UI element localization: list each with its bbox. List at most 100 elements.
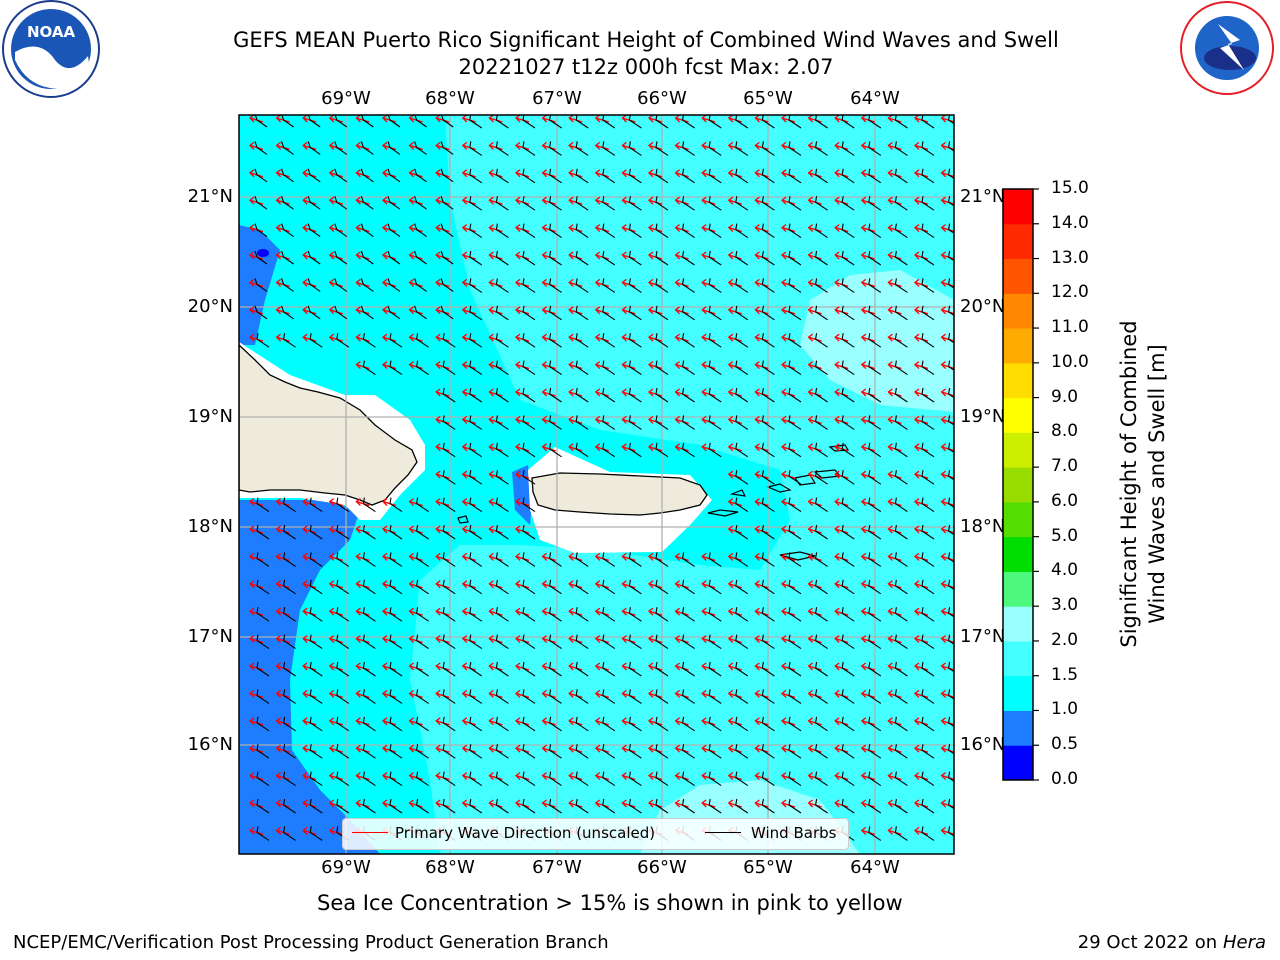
vector-mark	[887, 497, 908, 513]
footer-host: Hera	[1222, 932, 1266, 953]
vector-mark	[807, 661, 828, 677]
vector-mark	[834, 661, 855, 677]
vector-mark	[940, 634, 954, 645]
vector-mark	[674, 168, 695, 184]
vector-mark	[887, 223, 908, 239]
vector-mark	[275, 552, 296, 567]
vector-mark	[834, 387, 855, 403]
vector-mark	[781, 333, 802, 348]
vector-mark	[727, 415, 749, 430]
vector-mark	[940, 360, 954, 371]
lon-label-top: 66°W	[637, 88, 687, 109]
vector-mark	[568, 360, 589, 376]
vector-mark	[648, 250, 669, 266]
vector-mark	[302, 141, 321, 155]
vector-mark	[594, 415, 616, 430]
vector-mark	[807, 634, 828, 650]
vector-mark	[940, 661, 954, 673]
vector-mark	[754, 771, 775, 787]
vector-mark	[648, 141, 669, 156]
vector-mark	[408, 333, 429, 348]
vector-mark	[914, 716, 935, 732]
vector-mark	[541, 115, 562, 129]
vector-mark	[568, 305, 589, 321]
vector-mark	[328, 168, 348, 183]
vector-mark	[541, 305, 562, 321]
vector-mark	[594, 689, 616, 704]
vector-mark	[621, 250, 642, 266]
vector-mark	[781, 470, 802, 485]
colorbar-tick-label: 9.0	[1051, 386, 1079, 407]
vector-mark	[275, 771, 296, 787]
vector-mark	[807, 360, 828, 376]
vector-mark	[435, 168, 454, 183]
vector-mark	[275, 524, 296, 540]
vector-mark	[781, 552, 802, 567]
vector-mark	[541, 333, 562, 348]
vector-mark	[275, 333, 296, 348]
vector-mark	[807, 716, 828, 732]
vector-mark	[781, 250, 802, 266]
vector-mark	[382, 168, 401, 183]
vector-mark	[621, 168, 642, 184]
vector-mark	[914, 771, 935, 787]
vector-mark	[594, 387, 616, 403]
vector-mark	[781, 141, 802, 156]
vector-mark	[860, 716, 882, 732]
vector-mark	[754, 196, 775, 211]
vector-mark	[594, 141, 616, 156]
vector-mark	[781, 744, 802, 759]
vector-mark	[621, 798, 642, 814]
vector-mark	[781, 524, 802, 540]
vector-mark	[674, 333, 695, 348]
vector-mark	[435, 661, 456, 677]
colorbar-tick-label: 10.0	[1051, 351, 1089, 372]
vector-mark	[648, 223, 669, 239]
vector-mark	[754, 141, 775, 156]
vector-mark	[621, 333, 642, 348]
vector-mark	[781, 415, 802, 430]
vector-mark	[648, 798, 669, 814]
vector-mark	[860, 387, 882, 403]
vector-mark	[727, 744, 749, 759]
colorbar-segment	[1003, 710, 1033, 746]
vector-mark	[701, 798, 722, 814]
vector-mark	[940, 607, 954, 618]
vector-mark	[515, 744, 536, 759]
vector-mark	[834, 305, 855, 321]
vector-mark	[355, 689, 376, 704]
vector-mark	[488, 223, 509, 239]
vector-mark	[674, 552, 695, 567]
vector-mark	[275, 634, 296, 650]
vector-mark	[621, 360, 642, 376]
vector-mark	[275, 826, 296, 841]
vector-mark	[834, 115, 855, 129]
vector-mark	[621, 442, 642, 458]
vector-mark	[621, 278, 642, 293]
vector-mark	[701, 771, 722, 787]
vector-mark	[727, 278, 749, 293]
colorbar-segment	[1003, 675, 1033, 711]
lat-label-left: 21°N	[187, 186, 233, 207]
vector-mark	[834, 196, 855, 211]
vector-mark	[541, 744, 562, 759]
vector-mark	[887, 141, 908, 156]
vector-mark	[781, 442, 802, 458]
vector-mark	[754, 552, 775, 567]
noaa-logo-text: NOAA	[27, 23, 76, 41]
vector-mark	[355, 634, 376, 650]
vector-mark	[249, 333, 270, 348]
vector-mark	[408, 716, 429, 732]
vector-mark	[488, 552, 509, 567]
vector-mark	[435, 415, 456, 430]
vector-mark	[648, 552, 669, 567]
vector-mark	[834, 524, 855, 540]
vector-mark	[727, 798, 749, 814]
colorbar-segment	[1003, 432, 1033, 468]
vector-mark	[887, 689, 908, 704]
vector-mark	[860, 798, 882, 814]
vector-mark	[515, 333, 536, 348]
vector-mark	[461, 524, 483, 540]
vector-mark	[914, 333, 935, 348]
colorbar-label: Significant Height of Combined Wind Wave…	[1115, 309, 1171, 659]
